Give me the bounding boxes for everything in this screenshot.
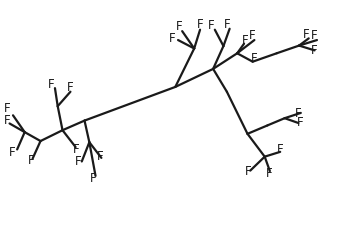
Text: F: F <box>276 143 283 156</box>
Text: F: F <box>4 114 10 127</box>
Text: F: F <box>241 33 248 46</box>
Text: F: F <box>245 165 252 178</box>
Text: F: F <box>224 18 231 31</box>
Text: F: F <box>4 102 10 115</box>
Text: F: F <box>97 150 104 163</box>
Text: F: F <box>303 28 310 41</box>
Text: F: F <box>75 155 82 169</box>
Text: F: F <box>295 107 302 120</box>
Text: F: F <box>90 172 97 185</box>
Text: F: F <box>67 81 74 94</box>
Text: F: F <box>175 20 182 33</box>
Text: F: F <box>266 167 272 180</box>
Text: F: F <box>208 19 215 32</box>
Text: F: F <box>311 30 318 43</box>
Text: F: F <box>250 52 257 65</box>
Text: F: F <box>9 146 15 159</box>
Text: F: F <box>311 44 318 57</box>
Text: F: F <box>28 154 34 168</box>
Text: F: F <box>249 30 256 43</box>
Text: F: F <box>73 143 79 156</box>
Text: F: F <box>169 32 176 45</box>
Text: F: F <box>197 18 203 31</box>
Text: F: F <box>48 77 54 91</box>
Text: F: F <box>296 116 303 129</box>
